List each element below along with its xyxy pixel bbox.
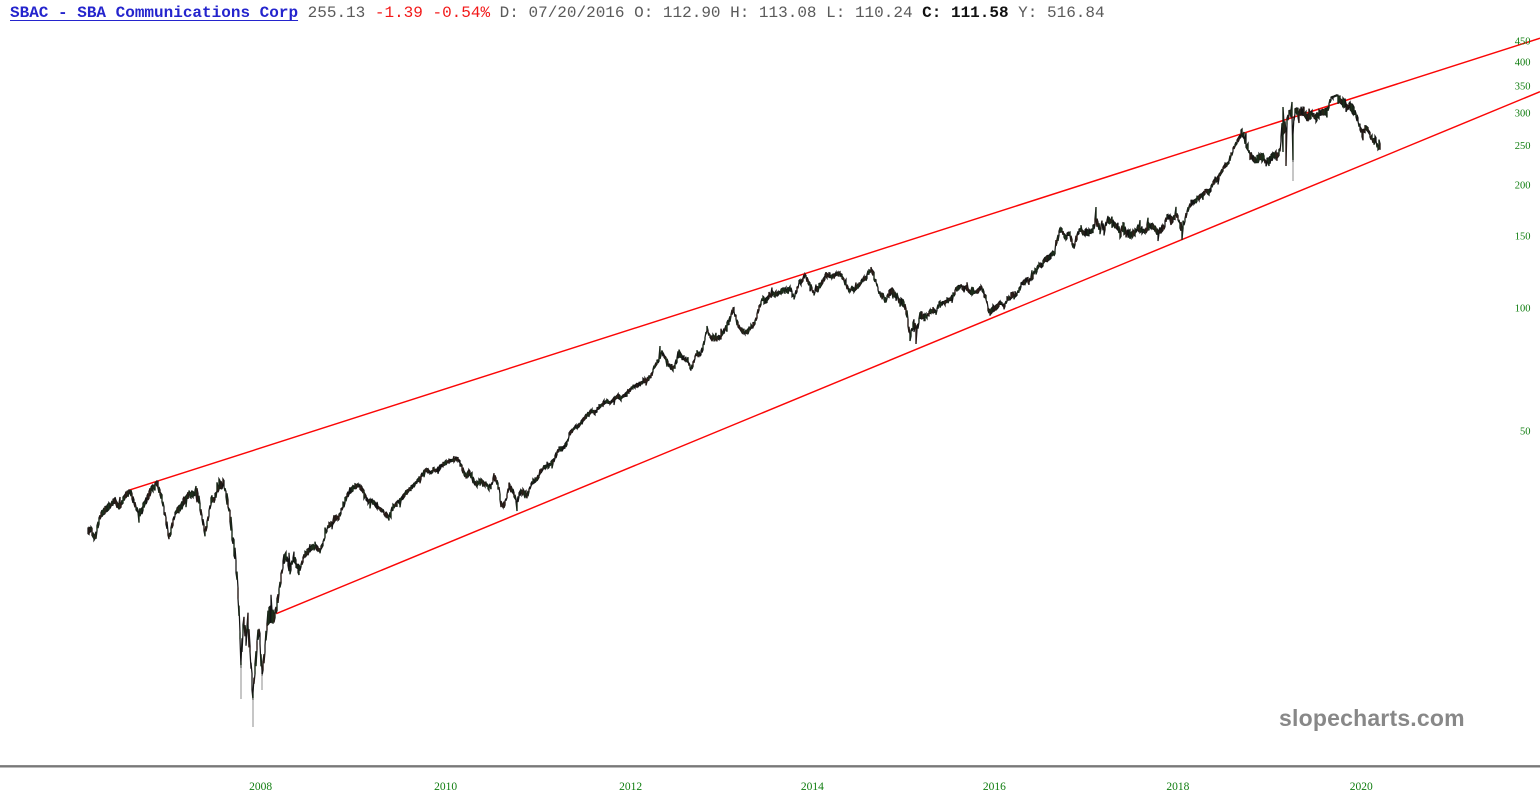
svg-text:2012: 2012 <box>619 781 642 793</box>
svg-text:2020: 2020 <box>1350 781 1373 793</box>
svg-text:2008: 2008 <box>249 781 272 793</box>
svg-text:350: 350 <box>1515 81 1531 92</box>
svg-text:slopecharts.com: slopecharts.com <box>1279 705 1465 731</box>
svg-text:100: 100 <box>1515 303 1531 314</box>
svg-text:2018: 2018 <box>1166 781 1189 793</box>
svg-text:2016: 2016 <box>983 781 1006 793</box>
svg-text:250: 250 <box>1515 141 1531 152</box>
svg-text:300: 300 <box>1515 109 1531 120</box>
svg-text:50: 50 <box>1520 426 1531 437</box>
svg-text:2010: 2010 <box>434 781 457 793</box>
svg-text:2014: 2014 <box>801 781 824 793</box>
svg-text:400: 400 <box>1515 58 1531 69</box>
svg-text:200: 200 <box>1515 181 1531 192</box>
svg-text:150: 150 <box>1515 232 1531 243</box>
svg-text:450: 450 <box>1515 37 1531 48</box>
